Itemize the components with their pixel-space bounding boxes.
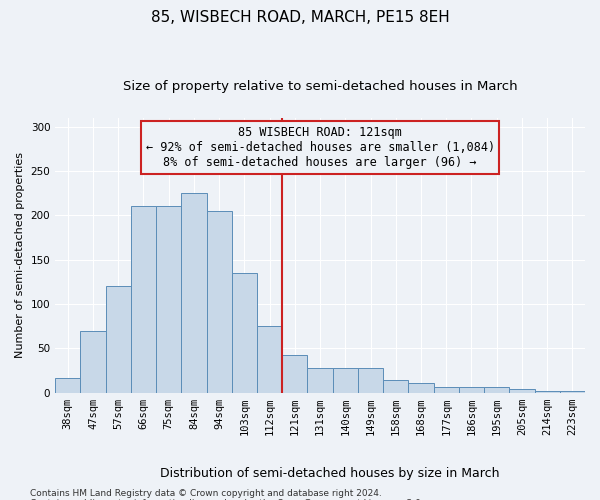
Bar — [358, 368, 383, 392]
Y-axis label: Number of semi-detached properties: Number of semi-detached properties — [15, 152, 25, 358]
Bar — [282, 356, 307, 393]
Text: Contains HM Land Registry data © Crown copyright and database right 2024.: Contains HM Land Registry data © Crown c… — [30, 488, 382, 498]
Text: Distribution of semi-detached houses by size in March: Distribution of semi-detached houses by … — [160, 467, 500, 480]
Bar — [55, 378, 80, 392]
Bar — [509, 389, 535, 392]
Bar — [383, 380, 409, 392]
Bar — [332, 368, 358, 392]
Bar — [307, 368, 332, 392]
Bar — [156, 206, 181, 392]
Text: 85 WISBECH ROAD: 121sqm
← 92% of semi-detached houses are smaller (1,084)
8% of : 85 WISBECH ROAD: 121sqm ← 92% of semi-de… — [146, 126, 494, 169]
Bar — [80, 330, 106, 392]
Text: 85, WISBECH ROAD, MARCH, PE15 8EH: 85, WISBECH ROAD, MARCH, PE15 8EH — [151, 10, 449, 25]
Bar — [560, 391, 585, 392]
Bar — [131, 206, 156, 392]
Bar — [181, 193, 206, 392]
Bar — [434, 388, 459, 392]
Bar — [409, 383, 434, 392]
Bar — [106, 286, 131, 393]
Bar — [257, 326, 282, 392]
Bar — [206, 211, 232, 392]
Text: Contains public sector information licensed under the Open Government Licence v3: Contains public sector information licen… — [30, 498, 424, 500]
Bar — [459, 388, 484, 392]
Title: Size of property relative to semi-detached houses in March: Size of property relative to semi-detach… — [123, 80, 517, 93]
Bar — [535, 391, 560, 392]
Bar — [232, 273, 257, 392]
Bar — [484, 388, 509, 392]
